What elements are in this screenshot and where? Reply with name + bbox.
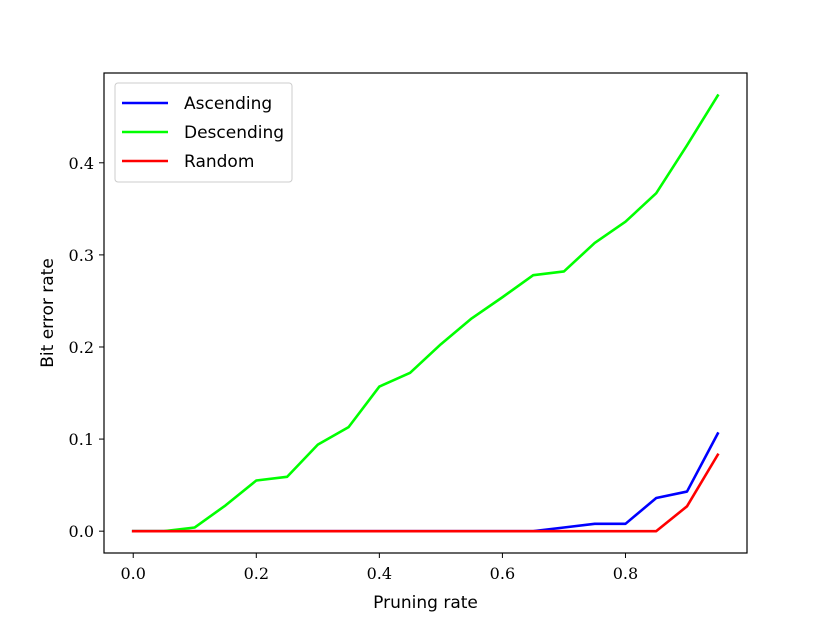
- series-line-descending: [131, 93, 720, 533]
- y-tick-label: 0.0: [69, 522, 94, 541]
- y-tick-label: 0.4: [69, 154, 94, 173]
- y-axis-label: Bit error rate: [38, 258, 58, 368]
- series-line-random: [131, 452, 720, 533]
- plot-frame: [103, 72, 748, 554]
- legend: Ascending Descending Random: [114, 82, 293, 183]
- series-layer: [131, 93, 720, 533]
- x-tick-label: 0.0: [121, 564, 146, 583]
- x-axis-label: Pruning rate: [373, 593, 478, 613]
- x-tick-label: 0.4: [367, 564, 392, 583]
- legend-label-ascending: Ascending: [184, 94, 272, 114]
- x-tick-label: 0.2: [244, 564, 269, 583]
- legend-label-random: Random: [184, 152, 254, 172]
- y-axis-ticks: 0.0 0.1 0.2 0.3 0.4: [69, 154, 104, 541]
- y-tick-label: 0.2: [69, 338, 94, 357]
- x-axis-ticks: 0.0 0.2 0.4 0.6 0.8: [121, 553, 638, 583]
- y-tick-label: 0.3: [69, 246, 94, 265]
- y-tick-label: 0.1: [69, 430, 94, 449]
- legend-box: [114, 82, 293, 183]
- legend-label-descending: Descending: [184, 123, 284, 143]
- x-tick-label: 0.8: [613, 564, 638, 583]
- x-tick-label: 0.6: [490, 564, 515, 583]
